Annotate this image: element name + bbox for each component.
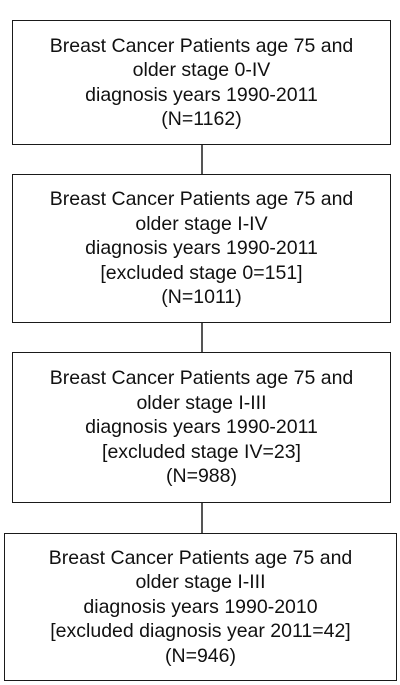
box-exclusion: [excluded stage 0=151] [100, 261, 303, 284]
box-line: older stage I-III [135, 571, 266, 594]
box-line: Breast Cancer Patients age 75 and [49, 367, 354, 390]
box-line: diagnosis years 1990-2010 [83, 595, 318, 618]
box-count: (N=946) [165, 644, 236, 667]
flowchart-box-initial-cohort: Breast Cancer Patients age 75 and older … [12, 20, 391, 145]
box-line: older stage I-III [136, 391, 267, 414]
box-line: Breast Cancer Patients age 75 and [49, 188, 354, 211]
connector-line [201, 503, 203, 533]
box-line: diagnosis years 1990-2011 [85, 416, 318, 439]
flowchart-box-final-cohort: Breast Cancer Patients age 75 and older … [4, 533, 397, 681]
box-line: older stage 0-IV [132, 59, 271, 81]
connector-line [201, 145, 203, 174]
box-count: (N=988) [166, 465, 237, 488]
box-line: older stage I-IV [135, 212, 268, 235]
box-count: (N=1011) [161, 286, 242, 309]
flowchart-box-exclude-stage-0: Breast Cancer Patients age 75 and older … [12, 174, 391, 323]
flowchart-box-exclude-stage-iv: Breast Cancer Patients age 75 and older … [12, 352, 391, 503]
box-line: diagnosis years 1990-2011 [85, 237, 318, 260]
connector-line [201, 323, 203, 352]
box-exclusion: [excluded diagnosis year 2011=42] [50, 620, 351, 643]
box-exclusion: [excluded stage IV=23] [102, 440, 301, 463]
box-line: diagnosis years 1990-2011 [85, 83, 318, 106]
box-count: (N=1162) [161, 108, 242, 130]
box-line: Breast Cancer Patients age 75 and [48, 546, 353, 569]
box-line: Breast Cancer Patients age 75 and [49, 34, 354, 57]
